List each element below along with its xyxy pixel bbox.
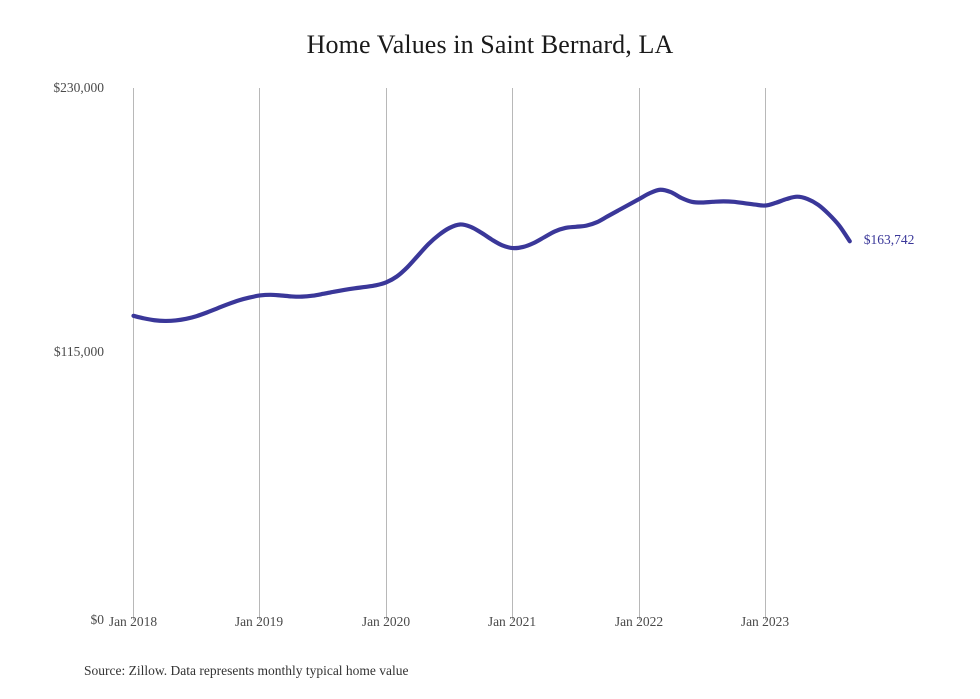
y-axis-tick-label: $230,000 <box>53 80 104 95</box>
x-axis-tick-jan-2020: Jan 2020 <box>361 614 411 629</box>
x-axis-tick-jan-2023: Jan 2023 <box>740 614 790 629</box>
gridlines <box>133 88 766 620</box>
y-axis-tick-label: $115,000 <box>53 344 104 359</box>
end-value-label: $163,742 <box>863 232 915 248</box>
x-axis-tick-jan-2018: Jan 2018 <box>108 614 158 629</box>
y-axis-tick-label: $0 <box>90 612 105 627</box>
x-axis-tick-jan-2021: Jan 2021 <box>487 614 537 629</box>
source-note: Source: Zillow. Data represents monthly … <box>84 663 409 678</box>
x-axis-tick-jan-2022: Jan 2022 <box>614 614 664 629</box>
home-value-line <box>131 187 852 324</box>
chart-title: Home Values in Saint Bernard, LA <box>306 30 674 59</box>
x-axis-tick-jan-2019: Jan 2019 <box>234 614 284 629</box>
